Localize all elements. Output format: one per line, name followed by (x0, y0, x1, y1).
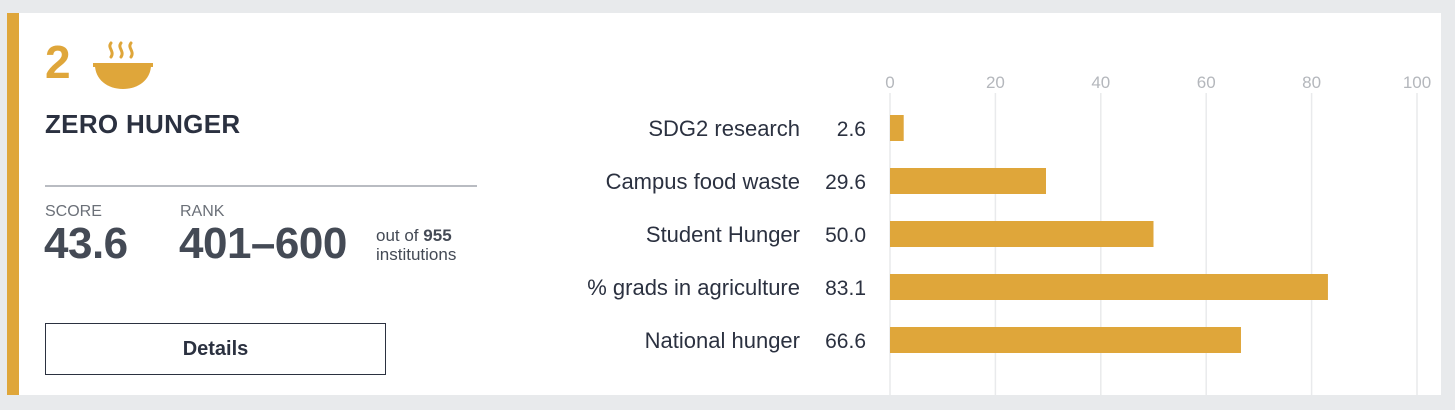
sdg-card: 2 ZERO HUNGER SCORE 43.6 RANK 401–600 ou… (7, 13, 1441, 395)
category-label: Campus food waste (606, 169, 800, 194)
x-tick-label: 20 (986, 73, 1005, 92)
bar (890, 274, 1328, 300)
out-of-prefix: out of (376, 226, 419, 245)
category-label: National hunger (645, 328, 800, 353)
goal-title: ZERO HUNGER (45, 109, 241, 139)
out-of-text: out of 955 institutions (376, 226, 456, 264)
details-button[interactable]: Details (45, 323, 386, 375)
x-tick-label: 0 (885, 73, 894, 92)
rank-value: 401–600 (179, 219, 347, 268)
score-label: SCORE (45, 203, 102, 220)
category-label: % grads in agriculture (587, 275, 800, 300)
rank-label: RANK (180, 203, 225, 220)
data-label: 66.6 (825, 330, 866, 353)
x-tick-label: 60 (1197, 73, 1216, 92)
data-label: 2.6 (837, 118, 866, 141)
x-tick-label: 80 (1302, 73, 1321, 92)
category-label: SDG2 research (648, 116, 800, 141)
soup-bowl-icon (93, 41, 153, 89)
score-value: 43.6 (44, 219, 128, 268)
bar (890, 221, 1154, 247)
bar (890, 168, 1046, 194)
data-label: 83.1 (825, 277, 866, 300)
x-tick-label: 40 (1091, 73, 1110, 92)
bar (890, 115, 904, 141)
data-label: 29.6 (825, 171, 866, 194)
indicator-bar-chart: 0 20 40 60 80 100 SDG2 research 2.6 Campus food … (587, 73, 1431, 395)
divider (45, 185, 477, 187)
category-label: Student Hunger (646, 222, 800, 247)
accent-bar (7, 13, 19, 395)
bar (890, 327, 1241, 353)
goal-number: 2 (45, 36, 71, 88)
institution-count: 955 (423, 226, 452, 245)
data-label: 50.0 (825, 224, 866, 247)
x-tick-label: 100 (1403, 73, 1431, 92)
out-of-suffix: institutions (376, 245, 457, 264)
